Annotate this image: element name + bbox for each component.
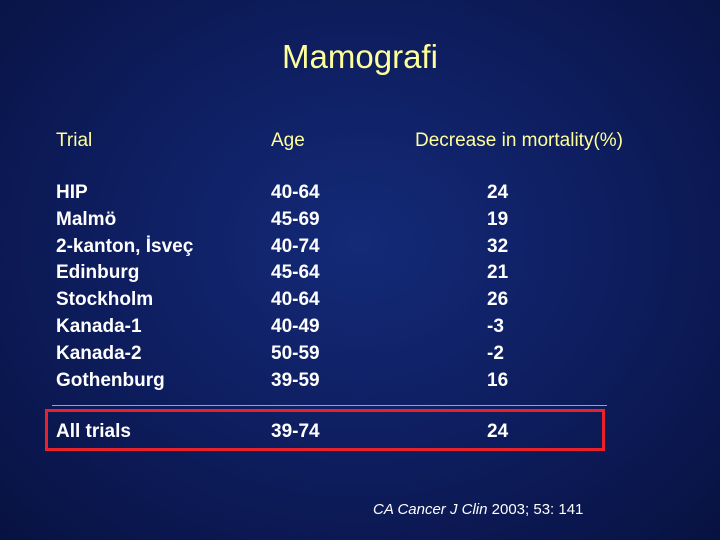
total-age: 39-74 [271, 421, 320, 442]
highlight-box [45, 409, 605, 451]
trial-name: Kanada-1 [56, 315, 142, 337]
header-decrease: Decrease in mortality(%) [415, 130, 623, 151]
age-column: 40-64 45-69 40-74 45-64 40-64 40-49 50-5… [271, 180, 320, 394]
trial-name: Edinburg [56, 262, 140, 284]
mortality-decrease: 19 [487, 208, 509, 230]
age-range: 40-64 [271, 182, 320, 203]
age-range: 39-59 [271, 369, 320, 391]
trial-name: Gothenburg [56, 369, 165, 391]
trial-name: 2-kanton, İsveç [56, 235, 194, 257]
divider-line [52, 405, 607, 406]
age-range: 50-59 [271, 342, 320, 364]
mortality-decrease: 21 [487, 262, 509, 284]
mortality-decrease: 16 [487, 369, 509, 391]
header-trial: Trial [56, 130, 93, 151]
citation: CA Cancer J Clin 2003; 53: 141 [373, 501, 583, 518]
age-range: 40-74 [271, 235, 320, 257]
mortality-decrease: 32 [487, 235, 509, 257]
age-range: 45-69 [271, 208, 320, 230]
total-decrease: 24 [487, 421, 509, 442]
slide-title: Mamografi [282, 38, 438, 75]
trial-name: HIP [56, 182, 88, 203]
trial-name: Stockholm [56, 289, 154, 311]
mortality-decrease: 26 [487, 289, 509, 311]
citation-reference: 2003; 53: 141 [487, 501, 584, 518]
mortality-decrease: -3 [487, 315, 504, 337]
age-range: 40-64 [271, 289, 320, 311]
age-range: 40-49 [271, 315, 320, 337]
header-age: Age [271, 130, 305, 151]
total-trial: All trials [56, 421, 131, 442]
age-range: 45-64 [271, 262, 320, 284]
decrease-column: 24 19 32 21 26 -3 -2 16 [487, 180, 508, 394]
mortality-decrease: -2 [487, 342, 504, 364]
trial-column: HIP Malmö 2-kanton, İsveç Edinburg Stock… [56, 180, 193, 394]
trial-name: Malmö [56, 208, 117, 230]
trial-name: Kanada-2 [56, 342, 142, 364]
mortality-decrease: 24 [487, 182, 509, 203]
citation-journal: CA Cancer J Clin [373, 501, 488, 518]
